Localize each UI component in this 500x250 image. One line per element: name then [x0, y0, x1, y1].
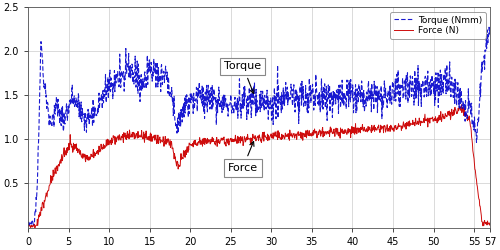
Torque (Nmm) [152, 68, 158, 71]
Torque (Nmm) [462, 120, 468, 123]
Force (N) [488, 221, 494, 224]
Torque (Nmm) [285, 103, 291, 106]
Text: Torque: Torque [224, 62, 262, 94]
Torque (Nmm) [486, 26, 492, 29]
Text: Force: Force [228, 142, 258, 173]
Force (N) [272, 134, 278, 138]
Torque (Nmm) [488, 26, 494, 30]
Force (N) [463, 112, 469, 116]
Force (N) [152, 134, 158, 138]
Torque (Nmm) [326, 84, 332, 87]
Torque (Nmm) [272, 86, 278, 90]
Line: Force (N): Force (N) [28, 105, 490, 228]
Force (N) [25, 224, 31, 227]
Legend: Torque (Nmm), Force (N): Torque (Nmm), Force (N) [390, 12, 486, 39]
Force (N) [452, 106, 458, 109]
Force (N) [327, 128, 333, 131]
Force (N) [32, 226, 38, 229]
Line: Torque (Nmm): Torque (Nmm) [28, 27, 490, 226]
Force (N) [458, 103, 464, 106]
Force (N) [285, 132, 291, 135]
Torque (Nmm) [452, 102, 458, 105]
Torque (Nmm) [25, 225, 31, 228]
